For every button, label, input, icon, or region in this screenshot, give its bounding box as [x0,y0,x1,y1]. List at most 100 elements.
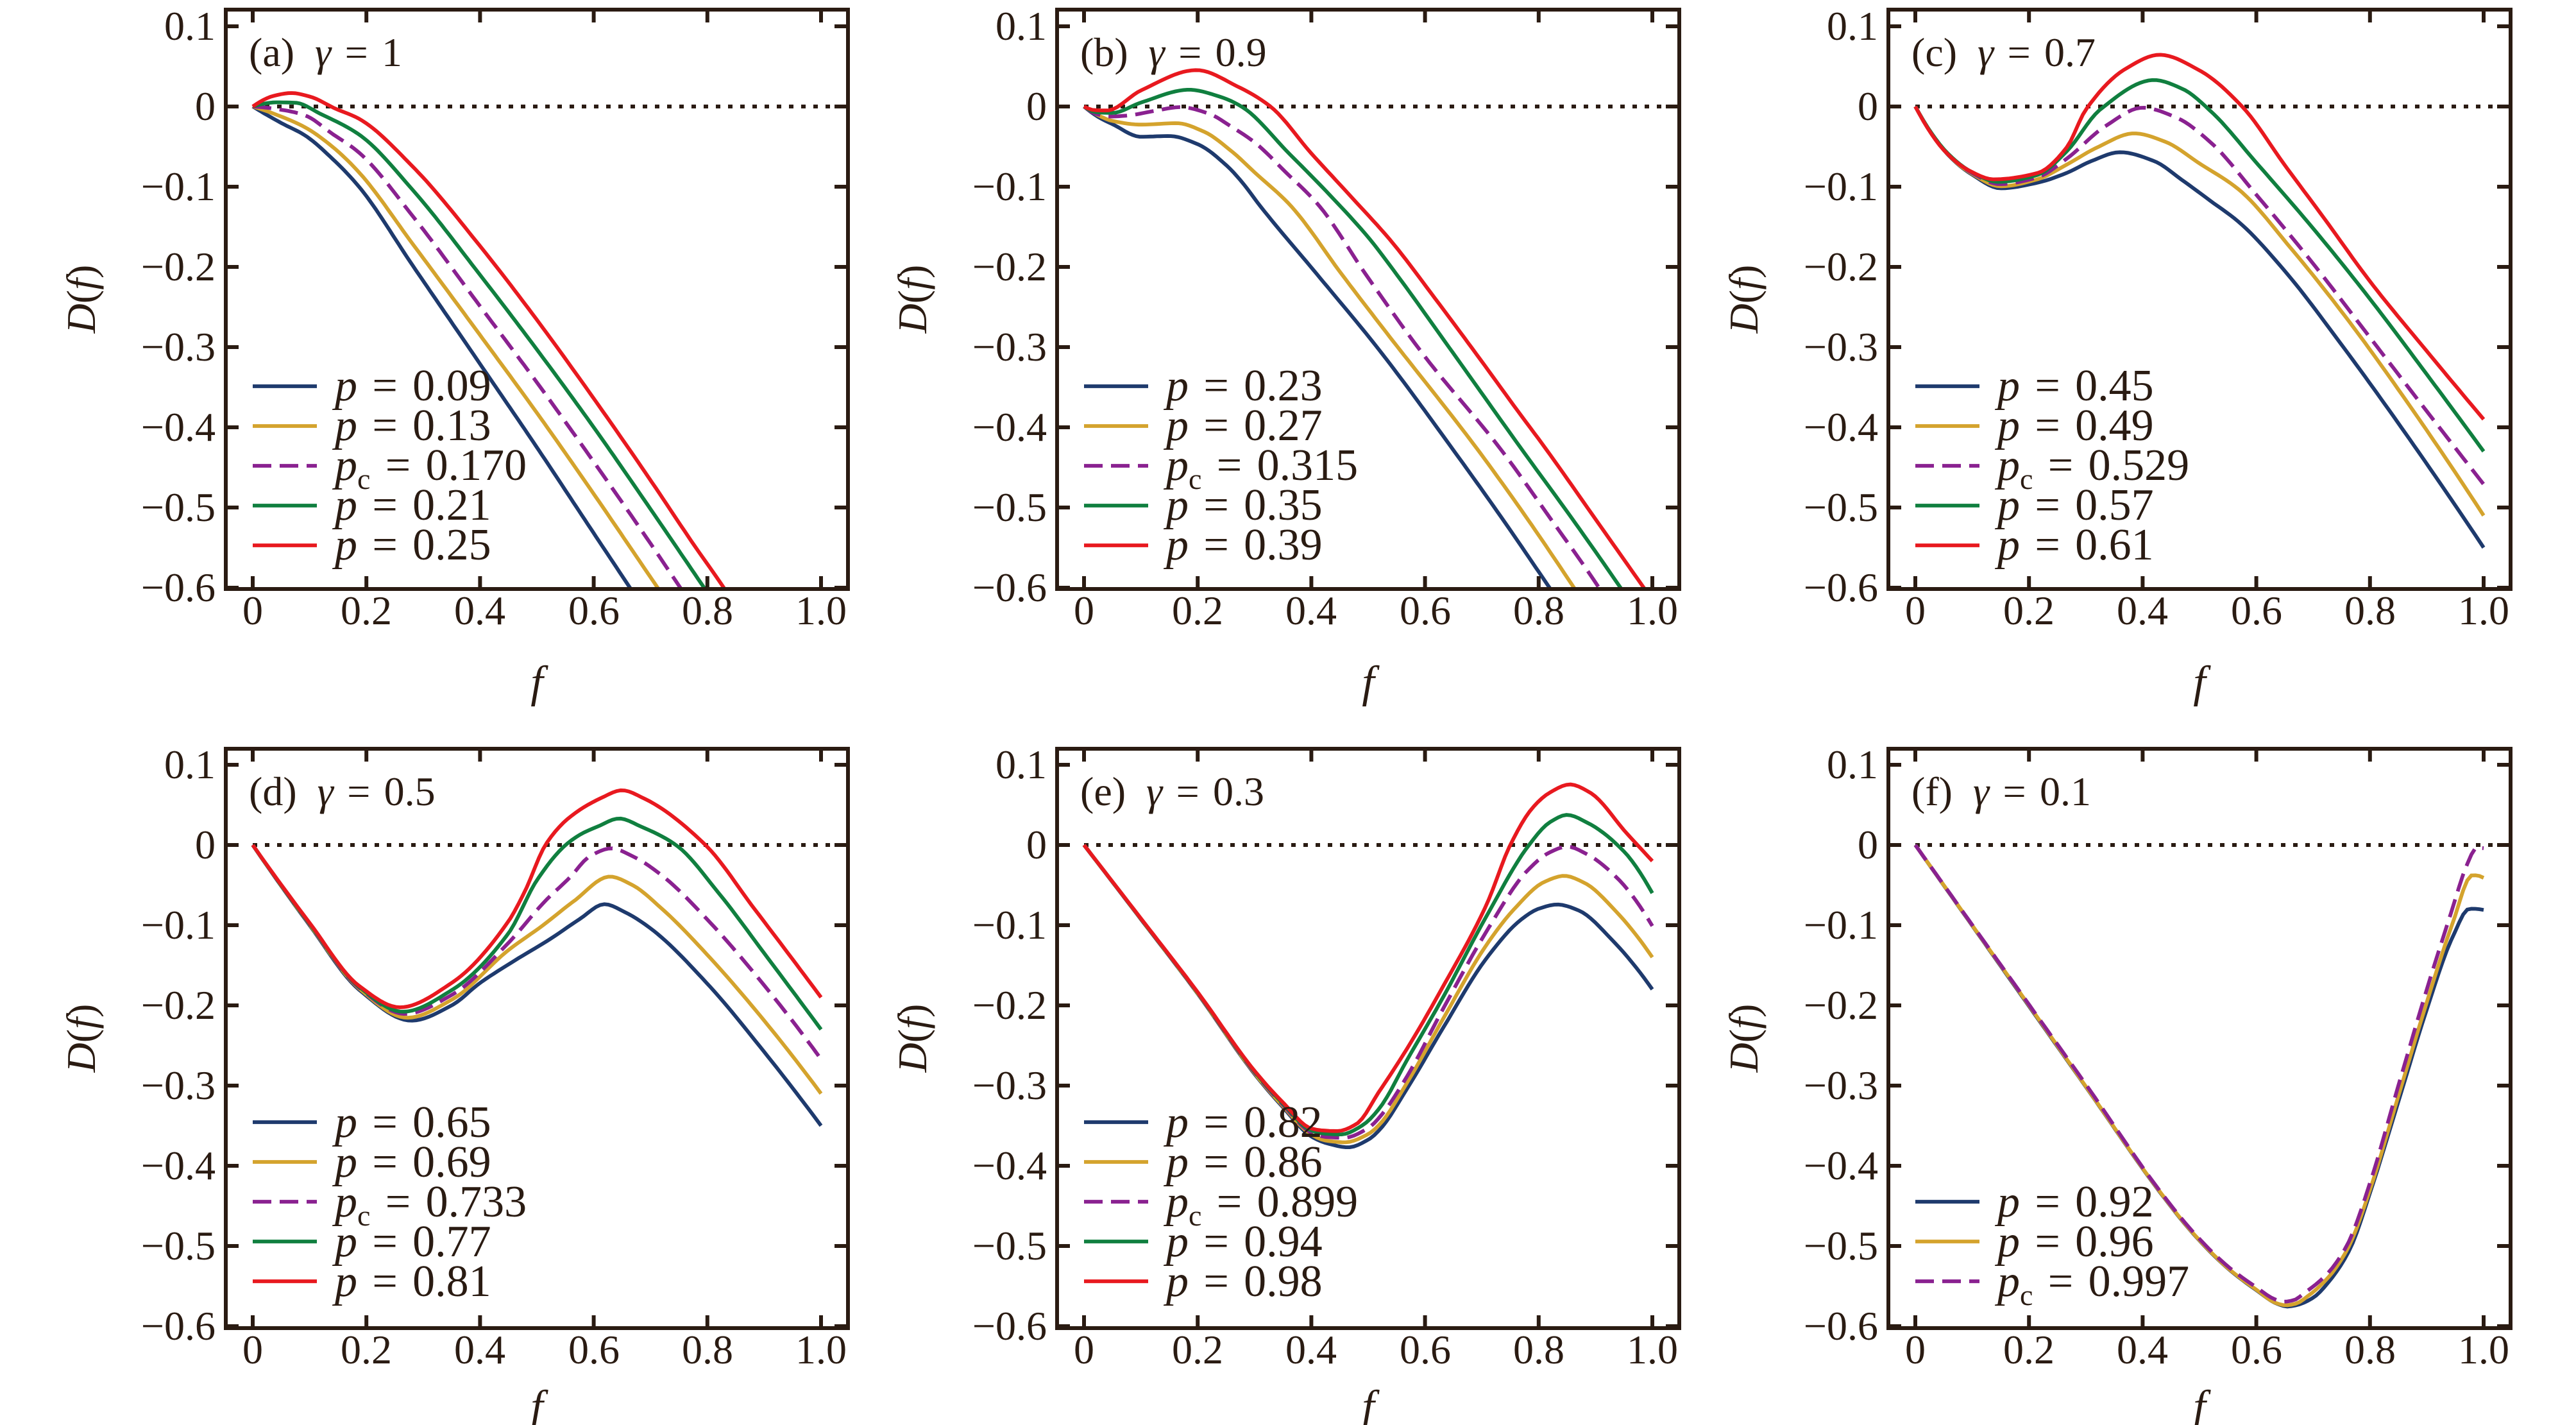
svg-text:0.1: 0.1 [164,742,216,787]
svg-text:0: 0 [242,1327,263,1372]
svg-text:p = 0.21: p = 0.21 [332,481,491,530]
svg-text:−0.1: −0.1 [1804,164,1878,209]
svg-text:1.0: 1.0 [2458,588,2509,633]
svg-text:0.2: 0.2 [1172,588,1223,633]
svg-text:p = 0.27: p = 0.27 [1163,401,1323,450]
svg-text:−0.3: −0.3 [1804,324,1878,370]
svg-text:0.6: 0.6 [1400,1327,1451,1372]
svg-text:p = 0.77: p = 0.77 [332,1217,491,1267]
svg-text:−0.5: −0.5 [972,484,1047,530]
svg-text:p = 0.25: p = 0.25 [332,520,491,570]
svg-text:0.4: 0.4 [2117,1327,2168,1372]
svg-text:0: 0 [1858,822,1878,867]
svg-text:p = 0.23: p = 0.23 [1163,361,1323,411]
svg-text:0.1: 0.1 [1827,742,1878,787]
svg-text:−0.6: −0.6 [1804,1303,1878,1349]
svg-text:0.2: 0.2 [2003,1327,2055,1372]
svg-text:0: 0 [1905,1327,1926,1372]
svg-text:0.1: 0.1 [1827,3,1878,49]
svg-text:p = 0.13: p = 0.13 [332,401,491,450]
svg-text:0.4: 0.4 [2117,588,2168,633]
svg-text:−0.1: −0.1 [1804,902,1878,948]
svg-text:0.6: 0.6 [1400,588,1451,633]
svg-text:−0.5: −0.5 [141,1223,216,1268]
svg-text:−0.6: −0.6 [1804,565,1878,610]
svg-text:1.0: 1.0 [1627,1327,1678,1372]
svg-text:−0.3: −0.3 [141,324,216,370]
svg-text:D(f): D(f) [890,1004,935,1073]
svg-text:p = 0.69: p = 0.69 [332,1138,491,1187]
svg-text:p = 0.61: p = 0.61 [1994,520,2154,570]
svg-text:(a) γ = 1: (a) γ = 1 [249,30,402,75]
svg-text:D(f): D(f) [58,265,104,334]
svg-text:0.8: 0.8 [1513,1327,1564,1372]
svg-text:−0.2: −0.2 [141,244,216,289]
svg-text:−0.3: −0.3 [972,1062,1047,1108]
svg-text:(c) γ = 0.7: (c) γ = 0.7 [1911,30,2096,75]
svg-text:−0.4: −0.4 [141,1143,216,1188]
svg-text:(f) γ = 0.1: (f) γ = 0.1 [1911,769,2091,814]
svg-text:−0.5: −0.5 [1804,1223,1878,1268]
svg-text:p = 0.96: p = 0.96 [1994,1217,2154,1267]
svg-text:1.0: 1.0 [795,588,847,633]
svg-text:0: 0 [1905,588,1926,633]
svg-text:0: 0 [1858,83,1878,129]
svg-text:−0.3: −0.3 [972,324,1047,370]
svg-text:−0.3: −0.3 [141,1062,216,1108]
svg-text:p = 0.49: p = 0.49 [1994,401,2154,450]
svg-text:0.8: 0.8 [1513,588,1564,633]
svg-text:0.6: 0.6 [568,1327,620,1372]
svg-text:p = 0.09: p = 0.09 [332,361,491,411]
svg-text:p = 0.92: p = 0.92 [1994,1177,2154,1227]
svg-text:−0.5: −0.5 [972,1223,1047,1268]
svg-text:0.6: 0.6 [2231,588,2282,633]
svg-text:0: 0 [1074,1327,1094,1372]
svg-text:(e) γ = 0.3: (e) γ = 0.3 [1080,769,1264,814]
svg-text:−0.4: −0.4 [1804,404,1878,450]
svg-text:p = 0.57: p = 0.57 [1994,481,2154,530]
svg-text:0: 0 [195,83,216,129]
svg-text:0.4: 0.4 [1285,588,1337,633]
svg-text:0: 0 [1026,83,1047,129]
svg-text:1.0: 1.0 [795,1327,847,1372]
svg-text:pc = 0.315: pc = 0.315 [1163,441,1358,495]
svg-text:p = 0.86: p = 0.86 [1163,1138,1323,1187]
svg-text:p = 0.82: p = 0.82 [1163,1098,1323,1147]
svg-text:pc = 0.529: pc = 0.529 [1994,441,2189,495]
svg-text:pc = 0.997: pc = 0.997 [1994,1257,2189,1311]
svg-text:D(f): D(f) [58,1004,104,1073]
svg-text:−0.6: −0.6 [141,565,216,610]
svg-text:0.2: 0.2 [2003,588,2055,633]
svg-text:0.2: 0.2 [341,1327,392,1372]
svg-text:0: 0 [195,822,216,867]
svg-text:0.8: 0.8 [682,1327,733,1372]
svg-text:0.8: 0.8 [682,588,733,633]
svg-text:−0.4: −0.4 [1804,1143,1878,1188]
svg-text:−0.4: −0.4 [972,1143,1047,1188]
svg-text:−0.6: −0.6 [972,565,1047,610]
svg-text:−0.5: −0.5 [1804,484,1878,530]
svg-text:−0.4: −0.4 [972,404,1047,450]
svg-text:(d) γ = 0.5: (d) γ = 0.5 [249,769,436,814]
svg-text:−0.1: −0.1 [972,902,1047,948]
svg-text:−0.2: −0.2 [972,982,1047,1028]
svg-text:0.4: 0.4 [1285,1327,1337,1372]
svg-text:D(f): D(f) [890,265,935,334]
svg-text:−0.4: −0.4 [141,404,216,450]
svg-text:1.0: 1.0 [2458,1327,2509,1372]
svg-text:−0.6: −0.6 [972,1303,1047,1349]
svg-text:(b) γ = 0.9: (b) γ = 0.9 [1080,30,1267,75]
svg-text:−0.2: −0.2 [1804,244,1878,289]
svg-text:0.2: 0.2 [341,588,392,633]
svg-text:p = 0.65: p = 0.65 [332,1098,491,1147]
svg-text:0.4: 0.4 [454,588,505,633]
svg-text:0.6: 0.6 [2231,1327,2282,1372]
svg-text:−0.2: −0.2 [1804,982,1878,1028]
svg-text:−0.3: −0.3 [1804,1062,1878,1108]
svg-text:0.2: 0.2 [1172,1327,1223,1372]
svg-text:0.8: 0.8 [2344,588,2396,633]
svg-text:0.4: 0.4 [454,1327,505,1372]
svg-text:D(f): D(f) [1721,1004,1767,1073]
svg-text:−0.2: −0.2 [972,244,1047,289]
svg-text:0: 0 [242,588,263,633]
